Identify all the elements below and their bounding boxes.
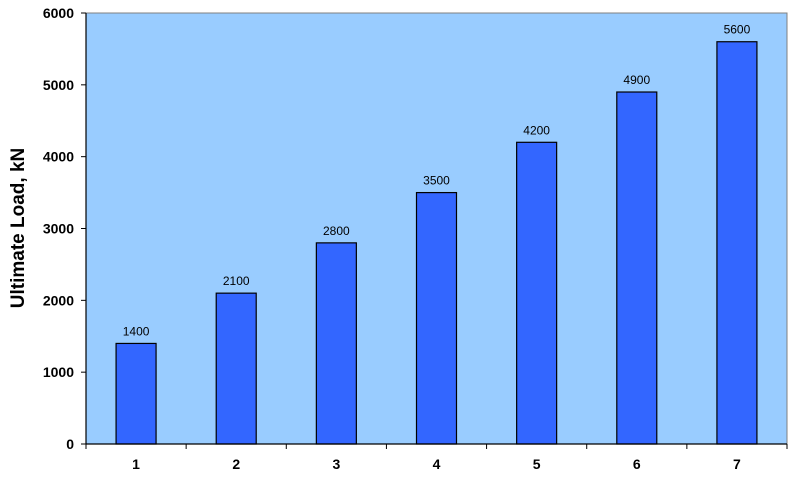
y-tick-label: 4000 <box>43 149 74 165</box>
y-tick-label: 2000 <box>43 292 74 308</box>
x-tick-label: 7 <box>733 456 741 472</box>
data-label: 5600 <box>724 23 751 37</box>
data-label: 3500 <box>423 174 450 188</box>
x-tick-label: 5 <box>533 456 541 472</box>
data-label: 4900 <box>623 73 650 87</box>
y-axis-label: Ultimate Load, kN <box>8 148 29 308</box>
x-tick-label: 1 <box>132 456 140 472</box>
x-tick-label: 4 <box>433 456 441 472</box>
y-tick-label: 6000 <box>43 5 74 21</box>
bar <box>415 191 458 445</box>
y-tick-label: 0 <box>66 436 74 452</box>
y-tick-label: 1000 <box>43 364 74 380</box>
bar <box>716 41 758 445</box>
x-tick-label: 2 <box>232 456 240 472</box>
data-label: 2100 <box>223 274 250 288</box>
y-tick-label: 5000 <box>43 77 74 93</box>
data-label: 4200 <box>523 123 550 137</box>
bar <box>616 91 658 445</box>
data-label: 2800 <box>323 224 350 238</box>
bar <box>215 292 257 445</box>
x-tick-label: 6 <box>633 456 641 472</box>
y-tick-label: 3000 <box>43 221 74 237</box>
bar <box>315 242 357 445</box>
x-tick-label: 3 <box>332 456 340 472</box>
bar <box>516 141 558 445</box>
data-label: 1400 <box>123 324 150 338</box>
bar <box>115 342 157 445</box>
